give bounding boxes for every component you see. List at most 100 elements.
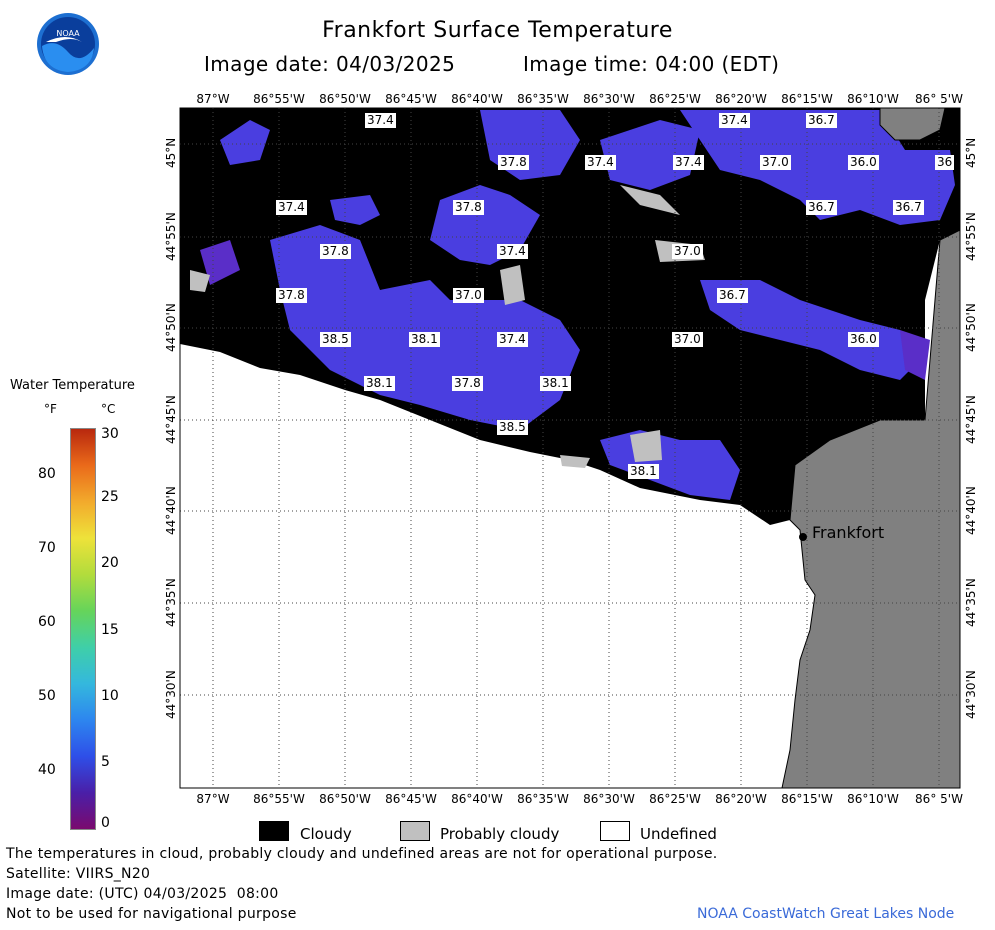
- lat-label: 44°45'N: [164, 395, 178, 444]
- colorbar-tick-f: 70: [38, 540, 56, 556]
- temperature-label: 37.4: [276, 200, 307, 215]
- footer-satellite: Satellite: VIIRS_N20: [6, 866, 151, 882]
- temperature-label: 38.1: [364, 376, 395, 391]
- land-area: [781, 229, 961, 789]
- lon-label: 86°25'W: [649, 792, 701, 806]
- cloudy-swatch: [259, 821, 289, 841]
- temperature-label: 37.0: [672, 244, 703, 259]
- city-label: Frankfort: [812, 523, 885, 542]
- lon-label: 86°10'W: [847, 92, 899, 106]
- temperature-label: 37.4: [365, 113, 396, 128]
- lat-label: 45°N: [964, 137, 978, 168]
- lon-label: 86°40'W: [451, 92, 503, 106]
- legend-undefined: Undefined: [640, 825, 717, 843]
- city-marker: [799, 533, 807, 541]
- lon-label: 86°55'W: [253, 792, 305, 806]
- lon-label: 86°10'W: [847, 792, 899, 806]
- probably-cloudy-swatch: [400, 821, 430, 841]
- image-date: Image date: 04/03/2025: [204, 52, 456, 76]
- temperature-label: 37.0: [672, 332, 703, 347]
- temperature-label: 38.1: [409, 332, 440, 347]
- image-time: Image time: 04:00 (EDT): [523, 52, 780, 76]
- lat-label: 44°50'N: [164, 303, 178, 352]
- lon-label: 86°35'W: [517, 92, 569, 106]
- footer-note: The temperatures in cloud, probably clou…: [6, 846, 718, 862]
- legend-probably-cloudy: Probably cloudy: [440, 825, 560, 843]
- lat-label: 44°40'N: [964, 486, 978, 535]
- lat-label: 44°35'N: [964, 578, 978, 627]
- colorbar-tick-c: 25: [101, 489, 119, 505]
- lon-label: 86°20'W: [715, 92, 767, 106]
- lon-label: 87°W: [196, 92, 230, 106]
- logo-text: NOAA: [56, 29, 80, 38]
- lon-label: 86°20'W: [715, 792, 767, 806]
- colorbar-tick-c: 5: [101, 754, 110, 770]
- lon-label: 86°45'W: [385, 792, 437, 806]
- colorbar-unit-f: °F: [44, 402, 57, 416]
- lon-label: 86°55'W: [253, 92, 305, 106]
- undefined-swatch: [600, 821, 630, 841]
- water-areas: [220, 110, 955, 500]
- lon-label: 86°30'W: [583, 792, 635, 806]
- temperature-label: 38.5: [497, 420, 528, 435]
- legend-cloudy: Cloudy: [300, 825, 352, 843]
- temperature-label: 37.4: [673, 155, 704, 170]
- lon-label: 86°15'W: [781, 792, 833, 806]
- temperature-label: 36: [935, 155, 955, 170]
- temperature-label: 37.4: [719, 113, 750, 128]
- temperature-label: 38.5: [320, 332, 351, 347]
- lon-label: 87°W: [196, 792, 230, 806]
- lon-label: 86° 5'W: [915, 92, 963, 106]
- colorbar-tick-f: 50: [38, 688, 56, 704]
- temperature-label: 37.8: [453, 200, 484, 215]
- temperature-label: 37.8: [320, 244, 351, 259]
- colorbar-tick-c: 0: [101, 815, 110, 831]
- temperature-label: 37.8: [276, 288, 307, 303]
- lat-label: 45°N: [164, 137, 178, 168]
- colorbar-tick-f: 60: [38, 614, 56, 630]
- colorbar-title: Water Temperature: [10, 378, 135, 393]
- colorbar-tick-c: 15: [101, 622, 119, 638]
- colorbar-tick-c: 20: [101, 555, 119, 571]
- noaa-logo: NOAA: [36, 12, 100, 76]
- footer-utc-date: Image date: (UTC) 04/03/2025 08:00: [6, 886, 279, 902]
- lon-label: 86°45'W: [385, 92, 437, 106]
- temperature-label: 37.0: [453, 288, 484, 303]
- lon-label: 86°50'W: [319, 792, 371, 806]
- lat-label: 44°55'N: [164, 212, 178, 261]
- lat-label: 44°45'N: [964, 395, 978, 444]
- colorbar-tick-c: 30: [101, 426, 119, 442]
- lat-label: 44°40'N: [164, 486, 178, 535]
- temperature-label: 37.0: [760, 155, 791, 170]
- lon-label: 86°50'W: [319, 92, 371, 106]
- lat-label: 44°30'N: [964, 670, 978, 719]
- footer-nav: Not to be used for navigational purpose: [6, 906, 297, 922]
- temperature-label: 37.8: [498, 155, 529, 170]
- temperature-label: 36.7: [806, 200, 837, 215]
- temperature-label: 38.1: [628, 464, 659, 479]
- lon-label: 86°25'W: [649, 92, 701, 106]
- lat-label: 44°55'N: [964, 212, 978, 261]
- footer-credit: NOAA CoastWatch Great Lakes Node: [697, 906, 955, 922]
- lon-label: 86°30'W: [583, 92, 635, 106]
- temperature-label: 37.4: [497, 244, 528, 259]
- colorbar-unit-c: °C: [101, 402, 116, 416]
- temperature-label: 37.4: [497, 332, 528, 347]
- lon-label: 86°35'W: [517, 792, 569, 806]
- colorbar-tick-f: 40: [38, 762, 56, 778]
- temperature-label: 36.0: [848, 332, 879, 347]
- map-title: Frankfort Surface Temperature: [322, 18, 673, 43]
- temperature-label: 37.8: [452, 376, 483, 391]
- temperature-label: 36.7: [893, 200, 924, 215]
- colorbar-tick-c: 10: [101, 688, 119, 704]
- lat-label: 44°50'N: [964, 303, 978, 352]
- lat-label: 44°30'N: [164, 670, 178, 719]
- lon-label: 86°15'W: [781, 92, 833, 106]
- colorbar-tick-f: 80: [38, 466, 56, 482]
- temperature-label: 38.1: [540, 376, 571, 391]
- lon-label: 86° 5'W: [915, 792, 963, 806]
- temperature-label: 37.4: [585, 155, 616, 170]
- lon-label: 86°40'W: [451, 792, 503, 806]
- colorbar: [70, 428, 96, 830]
